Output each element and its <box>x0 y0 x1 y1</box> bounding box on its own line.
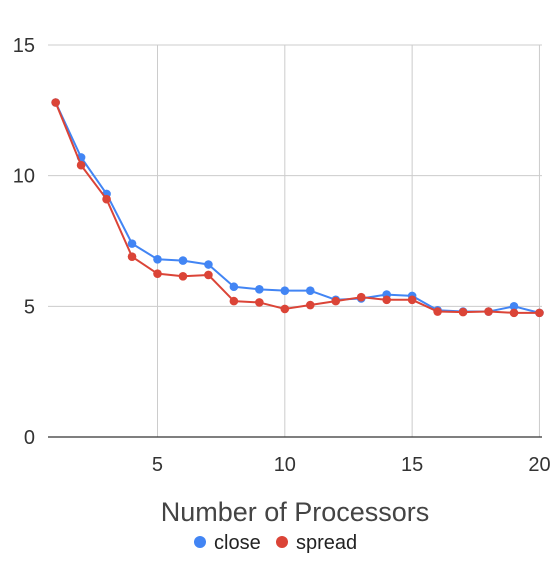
y-tick-label: 0 <box>24 427 35 449</box>
legend-label: close <box>214 532 261 554</box>
series-close <box>51 98 544 318</box>
data-point-spread <box>127 252 137 261</box>
data-point-close <box>127 239 137 248</box>
data-point-close <box>509 302 519 311</box>
data-point-spread <box>102 194 111 204</box>
data-point-spread <box>76 160 86 170</box>
data-point-close <box>153 254 162 264</box>
data-point-spread <box>51 98 60 107</box>
x-axis-title: Number of Processors <box>161 497 430 527</box>
y-tick-label: 15 <box>13 35 35 57</box>
legend-marker <box>194 536 206 548</box>
data-point-spread <box>382 295 391 305</box>
legend-marker <box>276 536 288 548</box>
data-point-close <box>178 256 188 265</box>
data-point-spread <box>433 307 442 316</box>
y-tick-label: 10 <box>13 166 35 188</box>
grid-lines <box>48 44 542 437</box>
data-point-spread <box>153 269 162 278</box>
data-point-close <box>229 282 239 292</box>
series-line-spread <box>54 102 540 314</box>
x-tick-label: 20 <box>528 454 550 476</box>
data-point-spread <box>535 308 544 318</box>
series-line-close <box>54 102 540 314</box>
tick-labels: 0 5 10 15 5 10 15 20 <box>13 35 551 476</box>
data-point-spread <box>407 295 417 305</box>
legend-item-close: close <box>194 532 261 554</box>
data-point-close <box>305 286 315 295</box>
data-point-spread <box>458 307 468 317</box>
data-point-spread <box>178 271 188 281</box>
series-spread <box>51 98 544 318</box>
x-tick-label: 10 <box>274 454 296 476</box>
data-point-close <box>255 285 264 294</box>
y-tick-label: 5 <box>24 296 35 318</box>
data-point-close <box>280 286 290 295</box>
data-point-spread <box>229 296 239 306</box>
data-point-spread <box>305 300 315 310</box>
series-layer <box>51 98 544 318</box>
x-tick-label: 15 <box>401 454 423 476</box>
legend: close spread <box>194 532 357 554</box>
legend-item-spread: spread <box>276 532 357 554</box>
data-point-spread <box>331 296 341 306</box>
x-tick-label: 5 <box>152 454 163 476</box>
data-point-spread <box>356 292 366 302</box>
data-point-spread <box>509 308 519 318</box>
data-point-close <box>204 260 213 269</box>
data-point-spread <box>484 307 493 316</box>
legend-label: spread <box>296 532 357 554</box>
data-point-spread <box>255 298 264 307</box>
data-point-spread <box>204 270 213 280</box>
data-point-spread <box>280 304 290 314</box>
